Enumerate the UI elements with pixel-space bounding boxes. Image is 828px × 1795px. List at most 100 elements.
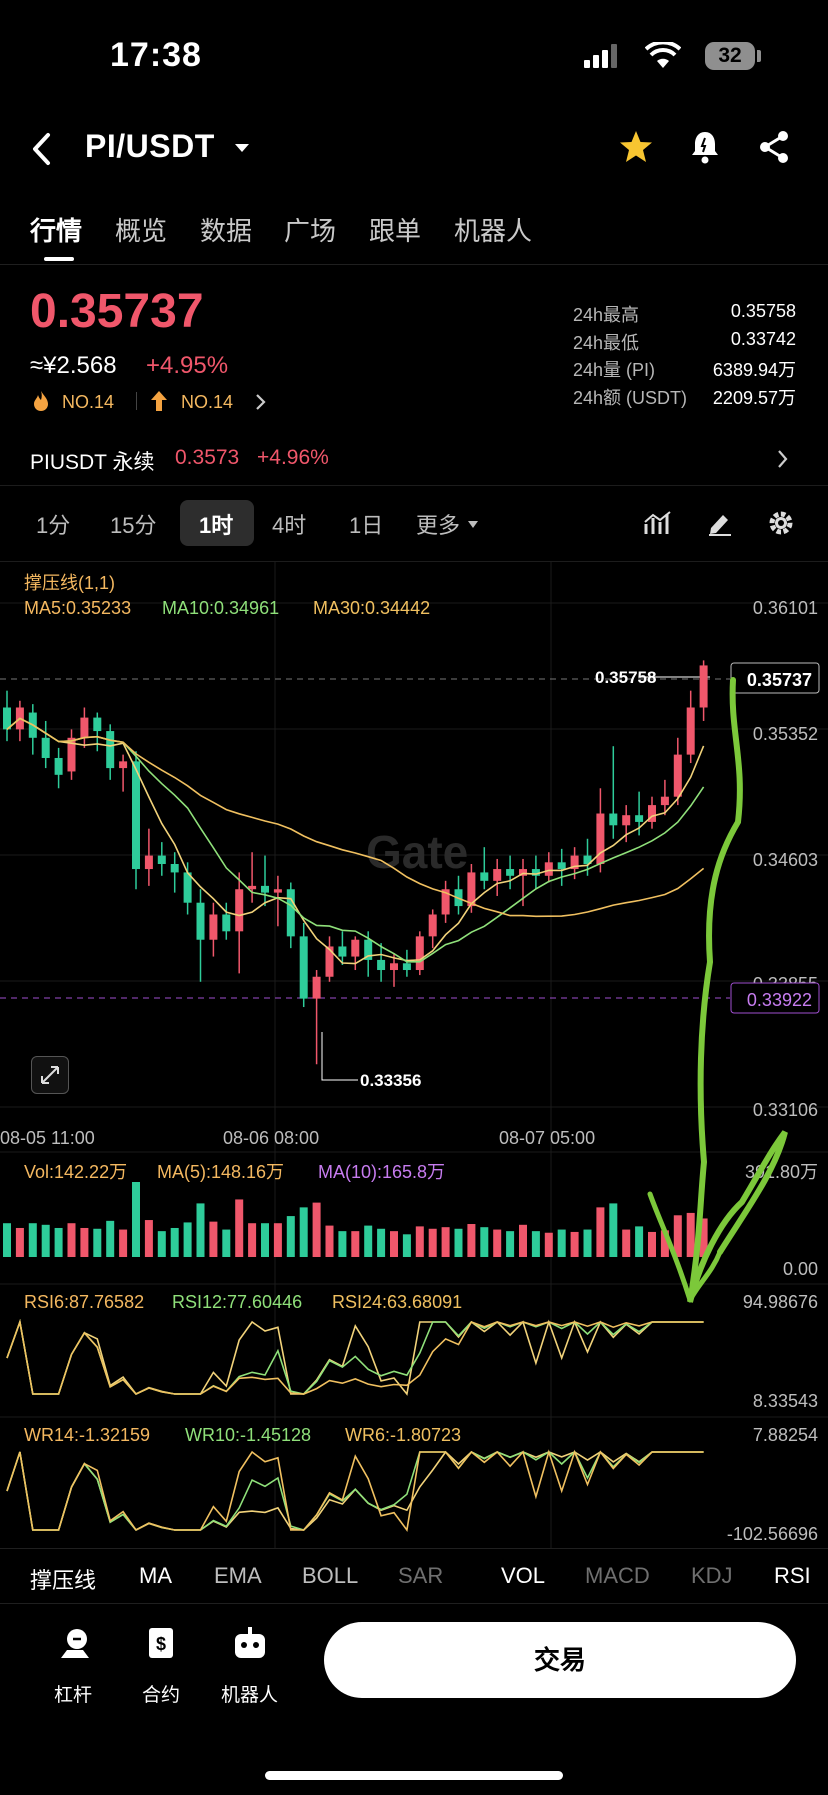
- ind-kdj[interactable]: KDJ: [691, 1563, 733, 1588]
- candle: [493, 858, 502, 896]
- volume-bar: [183, 1222, 192, 1257]
- pair-title[interactable]: PI/USDT: [85, 128, 215, 164]
- contract-icon[interactable]: $: [145, 1626, 177, 1662]
- ind-boll[interactable]: BOLL: [302, 1563, 359, 1588]
- fullscreen-button[interactable]: [31, 1056, 69, 1094]
- candle: [673, 737, 682, 806]
- tab-data[interactable]: 数据: [200, 216, 253, 246]
- chevron-right-icon[interactable]: [777, 449, 789, 469]
- candle-body: [132, 761, 140, 870]
- contract-label[interactable]: 合约: [142, 1685, 181, 1706]
- tab-overview[interactable]: 概览: [115, 216, 168, 246]
- candle-body: [54, 757, 63, 775]
- indicator-title: 撑压线(1,1): [24, 573, 115, 593]
- candle: [402, 949, 411, 977]
- home-indicator: [265, 1771, 563, 1780]
- tab-bot[interactable]: 机器人: [454, 216, 533, 246]
- interval-more[interactable]: 更多: [416, 513, 461, 538]
- rsi6-legend: RSI6:87.76582: [24, 1292, 144, 1312]
- ind-macd[interactable]: MACD: [585, 1563, 650, 1588]
- stat-value-vol: 6389.94万: [712, 360, 796, 380]
- stat-value-high: 0.35758: [730, 301, 796, 321]
- ind-support[interactable]: 撑压线: [30, 1568, 97, 1593]
- candle: [557, 848, 566, 886]
- kline-chart[interactable]: Gate 撑压线(1,1) MA5:0.35233 MA10:0.34961 M…: [0, 562, 828, 1548]
- chevron-down-icon[interactable]: [234, 142, 250, 154]
- ind-ema[interactable]: EMA: [214, 1563, 262, 1588]
- hot-rank[interactable]: NO.14: [62, 392, 115, 412]
- wr10-line: [6, 1450, 704, 1532]
- tab-market[interactable]: 行情: [30, 216, 83, 246]
- flame-icon: [34, 391, 48, 411]
- star-icon[interactable]: [618, 130, 654, 164]
- draw-pencil-icon[interactable]: [707, 510, 733, 536]
- battery-cap: [757, 50, 761, 62]
- candle: [196, 889, 205, 982]
- candle-body: [480, 872, 489, 881]
- ind-sar[interactable]: SAR: [398, 1563, 444, 1588]
- last-price: 0.35737: [30, 285, 204, 338]
- candle: [3, 690, 11, 742]
- volume-bar: [506, 1231, 515, 1257]
- back-icon[interactable]: [30, 132, 54, 166]
- robot-label[interactable]: 机器人: [221, 1685, 279, 1706]
- candle: [248, 852, 257, 903]
- candle-body: [583, 855, 592, 865]
- leverage-label[interactable]: 杠杆: [54, 1685, 93, 1706]
- battery-level: 32: [705, 42, 755, 70]
- volume-bar: [235, 1199, 244, 1257]
- ind-rsi[interactable]: RSI: [774, 1563, 811, 1588]
- ind-vol[interactable]: VOL: [501, 1563, 546, 1588]
- interval-15m[interactable]: 15分: [110, 513, 157, 538]
- candle-body: [119, 761, 128, 769]
- chevron-right-icon[interactable]: [255, 393, 267, 411]
- candle-body: [570, 855, 579, 870]
- wr6-line: [6, 1449, 704, 1532]
- settings-gear-icon[interactable]: [767, 509, 795, 537]
- candle: [286, 882, 295, 949]
- candle: [454, 875, 463, 915]
- volume-bar: [196, 1203, 205, 1257]
- interval-1d[interactable]: 1日: [349, 513, 384, 538]
- candle-body: [170, 864, 179, 873]
- share-icon[interactable]: [758, 130, 790, 164]
- ind-ma[interactable]: MA: [139, 1563, 172, 1588]
- interval-4h[interactable]: 4时: [272, 513, 307, 538]
- candle: [312, 970, 321, 1065]
- tab-copytrade[interactable]: 跟单: [369, 216, 422, 246]
- candle: [325, 936, 334, 982]
- volume-bar: [299, 1207, 308, 1257]
- candle-body: [415, 936, 424, 971]
- ma5-legend: MA5:0.35233: [24, 598, 131, 618]
- gainer-rank[interactable]: NO.14: [181, 392, 234, 412]
- alert-bell-icon[interactable]: [690, 129, 720, 165]
- candle: [132, 751, 140, 890]
- wr14-line: [6, 1450, 704, 1532]
- indicator-icon[interactable]: [644, 510, 672, 536]
- tab-square[interactable]: 广场: [284, 216, 337, 246]
- volume-bar: [3, 1223, 11, 1257]
- perp-name[interactable]: PIUSDT 永续: [30, 451, 155, 474]
- vol-legend: Vol:142.22万: [24, 1162, 127, 1182]
- volume-bar: [570, 1231, 579, 1257]
- robot-icon[interactable]: [232, 1626, 268, 1662]
- volume-bar: [699, 1218, 708, 1257]
- candle-body: [673, 754, 682, 797]
- candle-body: [622, 815, 631, 826]
- low-leader: [321, 1032, 358, 1081]
- status-bar: 17:38 32: [0, 0, 828, 110]
- volume-bar: [41, 1224, 50, 1257]
- volume-bar: [119, 1229, 128, 1257]
- leverage-icon[interactable]: [57, 1626, 93, 1662]
- wr6-legend: WR6:-1.80723: [345, 1425, 461, 1445]
- volume-bar: [248, 1223, 257, 1257]
- chevron-down-icon[interactable]: [467, 520, 479, 529]
- interval-1m[interactable]: 1分: [36, 513, 71, 538]
- interval-1h[interactable]: 1时: [199, 513, 234, 538]
- stat-value-amount: 2209.57万: [712, 388, 796, 408]
- trade-button[interactable]: 交易: [324, 1622, 796, 1698]
- candle: [209, 902, 218, 957]
- volume-bar: [351, 1231, 360, 1257]
- volume-bar: [273, 1223, 282, 1257]
- volume-bar: [106, 1220, 115, 1257]
